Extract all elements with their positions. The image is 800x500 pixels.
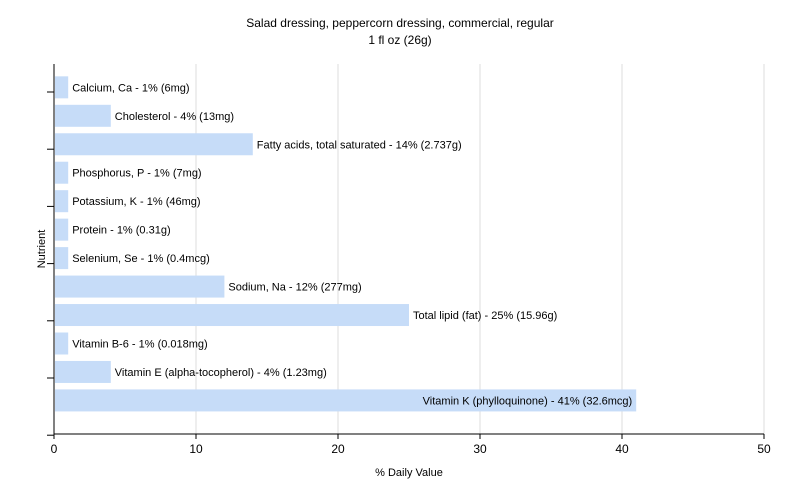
x-tick-label: 0	[51, 442, 58, 456]
bar	[55, 104, 111, 127]
bar-label: Cholesterol - 4% (13mg)	[115, 111, 234, 123]
bar-label: Fatty acids, total saturated - 14% (2.73…	[257, 139, 462, 151]
y-ticks	[47, 91, 54, 436]
bar-labels: Calcium, Ca - 1% (6mg) Cholesterol - 4% (…	[72, 82, 632, 407]
bar	[55, 389, 637, 412]
chart-title: Salad dressing, peppercorn dressing, com…	[246, 16, 553, 30]
x-ticks: 0 10 20 30 40 50	[51, 434, 771, 456]
bar	[55, 190, 69, 213]
x-tick-label: 40	[615, 442, 629, 456]
x-tick-label: 50	[757, 442, 771, 456]
bars	[55, 76, 637, 412]
bar	[55, 133, 253, 156]
bar	[55, 360, 111, 383]
bar-label: Vitamin K (phylloquinone) - 41% (32.6mcg…	[423, 395, 633, 407]
bar	[55, 76, 69, 99]
bar-label: Vitamin B-6 - 1% (0.018mg)	[72, 338, 208, 350]
x-tick-label: 30	[473, 442, 487, 456]
bar-label: Selenium, Se - 1% (0.4mcg)	[72, 253, 210, 265]
gridlines	[195, 64, 765, 434]
bar-label: Potassium, K - 1% (46mg)	[72, 196, 200, 208]
bar	[55, 218, 69, 241]
x-tick-label: 20	[331, 442, 345, 456]
bar	[55, 304, 409, 327]
bar-label: Vitamin E (alpha-tocopherol) - 4% (1.23m…	[115, 367, 327, 379]
bar	[55, 161, 69, 184]
bar-label: Calcium, Ca - 1% (6mg)	[72, 82, 189, 94]
x-axis-label: % Daily Value	[375, 467, 443, 479]
bar	[55, 332, 69, 355]
chart-subtitle: 1 fl oz (26g)	[368, 33, 431, 47]
bar	[55, 247, 69, 270]
bar-label: Total lipid (fat) - 25% (15.96g)	[413, 310, 557, 322]
bar-label: Sodium, Na - 12% (277mg)	[228, 282, 361, 294]
bar	[55, 275, 225, 298]
bar-label: Protein - 1% (0.31g)	[72, 225, 170, 237]
bar-label: Phosphorus, P - 1% (7mg)	[72, 168, 201, 180]
x-tick-label: 10	[189, 442, 203, 456]
y-axis-label: Nutrient	[36, 230, 48, 269]
